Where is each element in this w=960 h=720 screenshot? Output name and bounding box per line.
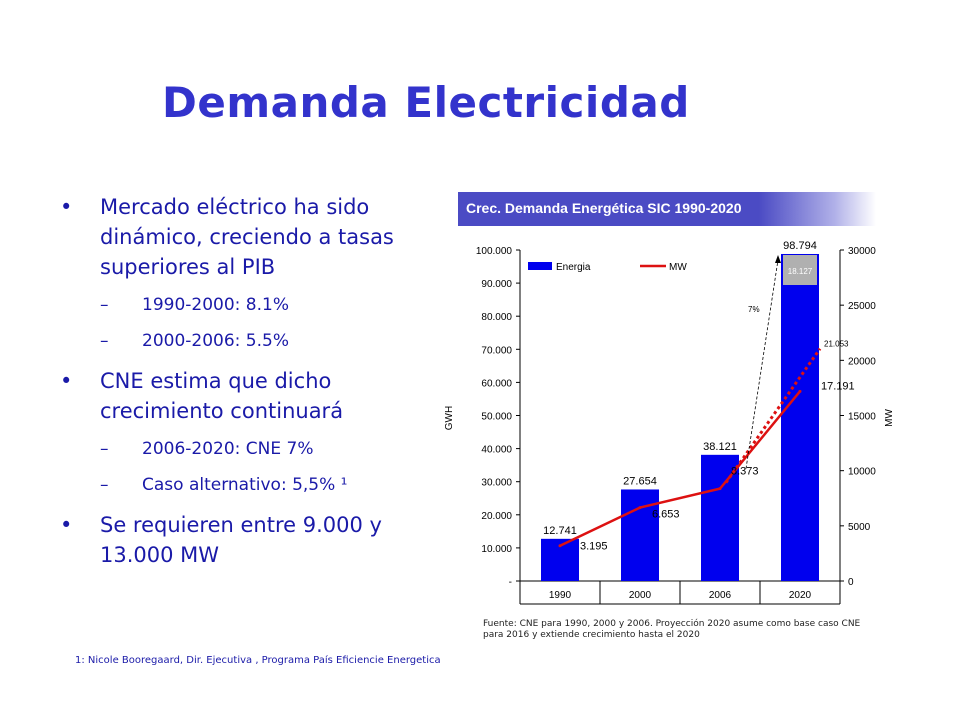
bullet-item: Se requieren entre 9.000 y 13.000 MW bbox=[60, 510, 450, 570]
growth-arrow-line bbox=[745, 259, 779, 469]
y-tick-label: 20.000 bbox=[481, 511, 512, 522]
bar-data-label: 27.654 bbox=[623, 475, 657, 487]
bar-data-label: 12.741 bbox=[543, 525, 577, 537]
y2-axis-title: MW bbox=[884, 409, 895, 427]
mw-point bbox=[558, 544, 562, 548]
bullet-text: Se requieren entre 9.000 y 13.000 MW bbox=[100, 513, 382, 567]
x-tick-label: 1990 bbox=[549, 590, 572, 601]
x-tick-label: 2006 bbox=[709, 590, 732, 601]
chart-header-band bbox=[458, 192, 876, 226]
y-tick-label: 50.000 bbox=[481, 412, 512, 423]
legend-bar-swatch bbox=[528, 262, 552, 270]
y-tick-label: 60.000 bbox=[481, 378, 512, 389]
y-tick-label: 90.000 bbox=[481, 279, 512, 290]
y-tick-label: 30.000 bbox=[481, 478, 512, 489]
x-tick-label: 2000 bbox=[629, 590, 652, 601]
bullet-text: CNE estima que dicho crecimiento continu… bbox=[100, 369, 344, 423]
sub-bullet-list: 1990-2000: 8.1% 2000-2006: 5.5% bbox=[100, 294, 450, 352]
y2-tick-label: 30000 bbox=[848, 246, 876, 257]
bullet-item: CNE estima que dicho crecimiento continu… bbox=[60, 366, 450, 496]
mw-data-label: 17.191 bbox=[821, 380, 855, 392]
mw-point bbox=[798, 389, 802, 393]
bar-data-label: 38.121 bbox=[703, 441, 737, 453]
y2-tick-label: 20000 bbox=[848, 356, 876, 367]
legend-bar-label: Energia bbox=[556, 262, 591, 273]
y-tick-label: 40.000 bbox=[481, 445, 512, 456]
y-axis-title: GWH bbox=[444, 406, 455, 430]
y2-tick-label: 10000 bbox=[848, 467, 876, 478]
sub-bullet-item: 2006-2020: CNE 7% bbox=[100, 438, 450, 460]
y-tick-label: 100.000 bbox=[476, 246, 513, 257]
mw-point bbox=[638, 506, 642, 510]
growth-arrow-head bbox=[775, 255, 781, 263]
bullet-list: Mercado eléctrico ha sido dinámico, crec… bbox=[60, 192, 450, 580]
sub-bullet-item: 2000-2006: 5.5% bbox=[100, 330, 450, 352]
mw-line bbox=[559, 390, 801, 547]
y2-tick-label: 0 bbox=[848, 577, 854, 588]
mw-data-label: 6.653 bbox=[652, 509, 680, 521]
bar-data-label: 98.794 bbox=[783, 240, 817, 252]
bar-inset-box bbox=[783, 255, 817, 285]
alt-projection-label: 21.053 bbox=[824, 340, 849, 349]
y-tick-label: 10.000 bbox=[481, 544, 512, 555]
y2-tick-label: 5000 bbox=[848, 522, 871, 533]
footnote: 1: Nicole Booregaard, Dir. Ejecutiva , P… bbox=[75, 655, 441, 666]
y2-tick-label: 15000 bbox=[848, 412, 876, 423]
bar-inset-label: 18.127 bbox=[788, 267, 813, 276]
x-tick-label: 2020 bbox=[789, 590, 812, 601]
legend-line-label: MW bbox=[669, 262, 687, 273]
mw-data-label: 8.373 bbox=[731, 466, 759, 478]
page-title: Demanda Electricidad bbox=[162, 78, 690, 127]
y-tick-label: 80.000 bbox=[481, 312, 512, 323]
mw-point bbox=[718, 487, 722, 491]
chart-header: Crec. Demanda Energética SIC 1990-2020 bbox=[466, 200, 742, 216]
sub-bullet-list: 2006-2020: CNE 7% Caso alternativo: 5,5%… bbox=[100, 438, 450, 496]
bar-energia bbox=[781, 253, 819, 581]
y-tick-label: 70.000 bbox=[481, 345, 512, 356]
mw-data-label: 3.195 bbox=[580, 541, 608, 553]
sub-bullet-item: 1990-2000: 8.1% bbox=[100, 294, 450, 316]
y-tick-label: - bbox=[509, 577, 512, 588]
bullet-text: Mercado eléctrico ha sido dinámico, crec… bbox=[100, 195, 394, 279]
source-note: Fuente: CNE para 1990, 2000 y 2006. Proy… bbox=[483, 619, 861, 640]
growth-label: 7% bbox=[748, 305, 760, 314]
sub-bullet-item: Caso alternativo: 5,5% ¹ bbox=[100, 474, 450, 496]
bullet-item: Mercado eléctrico ha sido dinámico, crec… bbox=[60, 192, 450, 352]
bar-energia bbox=[701, 454, 739, 581]
demand-chart: - 10.000 20.000 30.000 40.000 50.000 60.000 70.… bbox=[444, 240, 895, 605]
y2-tick-label: 25000 bbox=[848, 301, 876, 312]
